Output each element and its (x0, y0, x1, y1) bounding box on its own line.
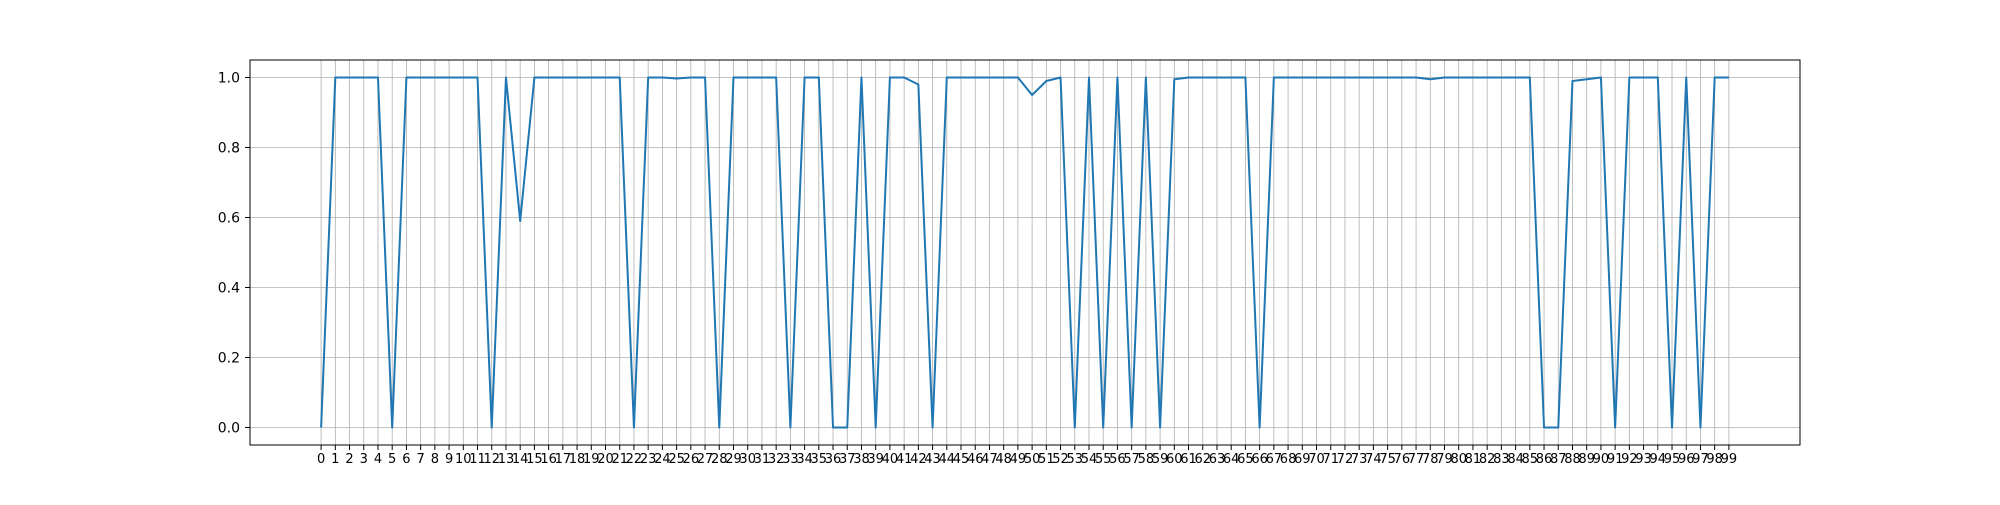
x-tick-label: 0 (317, 452, 325, 467)
x-tick-label: 7 (417, 452, 425, 467)
x-tick-label: 3 (360, 452, 368, 467)
y-tick-label: 0.8 (218, 141, 240, 157)
x-tick-label: 5 (388, 452, 396, 467)
series-line (321, 78, 1729, 428)
x-tick-label: 9 (445, 452, 453, 467)
series-line-group (321, 77, 1729, 427)
y-tick-label: 0.0 (218, 421, 240, 437)
x-tick-label: 6 (402, 452, 410, 467)
x-tick-label: 8 (431, 452, 439, 467)
x-tick-label: 2 (345, 452, 353, 467)
grid (250, 60, 1800, 445)
x-tick-label: 99 (1721, 452, 1738, 467)
y-tick-label: 0.6 (218, 211, 240, 227)
y-tick-label: 1.0 (218, 71, 240, 87)
x-tick-label: 1 (331, 452, 339, 467)
axes-frame (250, 60, 1800, 445)
y-axis-ticks: 0.0 0.2 0.4 0.6 0.8 1.0 (218, 71, 250, 437)
y-tick-label: 0.4 (218, 281, 240, 297)
y-tick-label: 0.2 (218, 351, 240, 367)
x-tick-label: 4 (374, 452, 382, 467)
